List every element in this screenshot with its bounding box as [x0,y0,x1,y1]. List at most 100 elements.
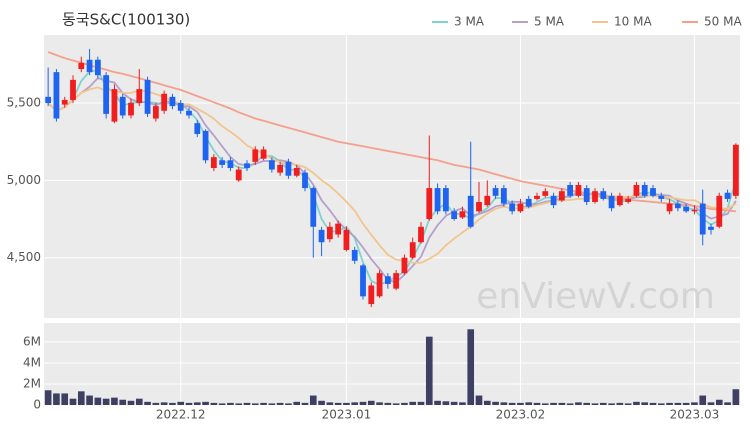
candle-body [459,211,466,218]
candle-body [691,209,698,212]
candle-body [633,185,640,196]
candle-body [177,103,184,111]
candle-body [94,59,101,76]
volume-bar [467,329,475,405]
candle-body [708,226,714,230]
candle-body [674,203,681,209]
volume-bar [541,403,549,405]
volume-bar [334,402,342,405]
volume-bar [550,402,557,405]
volume-bar [417,401,425,405]
candle-body [103,75,110,114]
candle-body [484,195,491,206]
candle-body [608,195,615,209]
candle-body [625,198,632,203]
volume-bar [359,401,367,405]
volume-bar [218,403,226,405]
volume-bar [152,402,160,405]
volume-bar [210,402,218,405]
volume-bar [401,402,408,405]
y2-tick-label: 6M [23,334,41,348]
volume-bar [608,403,615,405]
volume-bar [94,397,102,405]
volume-bar [475,395,483,405]
volume-bar [691,402,698,405]
volume-bar [351,402,359,405]
volume-bar [144,401,151,405]
candle-body [592,191,598,203]
x-tick-label: 2023.03 [670,408,720,422]
volume-bar [450,401,458,405]
volume-bar [376,402,383,405]
volume-bar [517,402,524,405]
volume-bar [384,402,392,405]
volume-bar [102,398,110,405]
candle-body [517,203,524,212]
candle-body [136,89,143,104]
volume-bar [641,402,649,405]
y-tick-label: 5,000 [7,173,41,187]
volume-bar [69,398,77,405]
volume-bar [583,402,591,405]
volume-bar [699,395,707,405]
candle-body [302,172,308,189]
candle-body [210,157,217,168]
candle-body [343,229,350,250]
volume-bar [44,390,52,405]
candle-body [202,130,209,161]
volume-bar [575,402,582,405]
volume-bar [268,403,276,405]
volume-bar [326,402,334,405]
candle-body [86,59,93,73]
candle-body [500,188,507,204]
candle-body [260,149,267,159]
candle-body [567,185,574,196]
candle-body [53,72,60,119]
candle-body [169,96,176,107]
candle-body [393,273,400,289]
candle-body [152,106,159,119]
candle-body [426,188,433,220]
volume-panel [44,323,740,405]
volume-bar [732,389,740,405]
watermark: enViewV.com [476,276,715,317]
candle-body [318,229,325,243]
volume-bar [666,402,673,405]
y2-tick-label: 0 [33,398,41,412]
volume-bar [566,403,574,405]
candle-body [61,99,68,105]
legend-label: 50 MA [704,15,742,29]
volume-bar [285,403,292,405]
volume-bar [715,399,723,405]
candle-body [293,167,300,176]
volume-bar [508,402,516,405]
volume-bar [202,401,209,405]
candle-body [451,211,458,220]
candle-body [683,206,690,212]
volume-bar [616,402,624,405]
volume-bar [293,401,301,405]
volume-bar [260,402,267,405]
candle-body [616,195,623,206]
candle-body [724,192,731,199]
candle-body [467,195,474,227]
volume-bar [227,402,234,405]
volume-bar [127,400,135,405]
volume-bar [318,400,325,405]
volume-bar [61,393,69,405]
legend-label: 10 MA [614,15,652,29]
volume-bar [77,391,85,405]
volume-bar [235,403,243,405]
volume-bar [483,400,491,405]
candle-body [658,195,665,199]
candle-body [492,188,499,196]
volume-bar [500,402,508,405]
volume-bar [185,402,193,405]
candle-body [699,203,706,235]
volume-bar [86,395,93,405]
volume-bar [193,402,201,405]
volume-bar [243,402,251,405]
volume-bar [657,403,665,405]
candle-body [45,96,52,104]
